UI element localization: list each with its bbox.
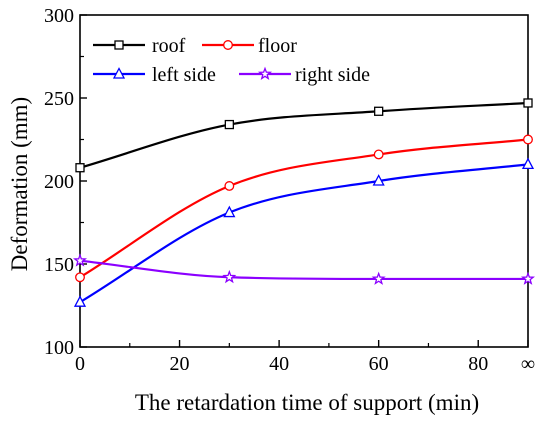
data-point-floor [75, 272, 85, 283]
series-line-roof [79, 101, 529, 169]
x-tick-label: 80 [468, 353, 488, 375]
data-point-floor [373, 149, 384, 160]
data-point-left-side [521, 157, 535, 170]
series-right-side [72, 253, 536, 285]
data-point-roof [224, 119, 234, 130]
series-line-right-side [79, 259, 528, 281]
legend-label: left side [152, 64, 216, 86]
x-tick-label: 40 [269, 353, 289, 375]
legend-item-roof: roof [93, 35, 186, 57]
y-axis-title: Deformation (mm) [7, 97, 32, 271]
axis-ticks: 0 20 40 60 80 ∞ 100 150 200 250 300 [44, 5, 535, 375]
data-point-roof [523, 98, 533, 108]
data-point-right-side [72, 253, 88, 267]
x-tick-label: ∞ [521, 353, 535, 375]
y-tick-label: 300 [44, 5, 74, 27]
data-point-right-side [371, 271, 386, 285]
legend-swatch-marker [112, 67, 126, 79]
data-point-left-side [372, 174, 385, 186]
data-point-floor [523, 134, 533, 145]
legend-swatch-marker [223, 40, 233, 50]
x-tick-label: 60 [369, 353, 389, 375]
legend-item-right-side: right side [239, 64, 370, 86]
x-tick-label: 20 [170, 353, 190, 375]
legend-swatch-marker [114, 40, 124, 50]
series-floor [75, 134, 533, 283]
data-point-roof [374, 106, 384, 116]
legend-label: floor [258, 35, 297, 57]
y-tick-label: 200 [44, 171, 74, 193]
y-tick-label: 100 [44, 337, 74, 359]
y-tick-label: 150 [44, 254, 74, 276]
series-layer [72, 98, 536, 307]
legend-item-floor: floor [202, 35, 297, 57]
legend-label: right side [295, 64, 370, 86]
data-point-roof [75, 163, 85, 173]
legend-label: roof [152, 35, 186, 57]
y-tick-label: 250 [44, 88, 74, 110]
x-tick-label: 0 [75, 353, 85, 375]
series-roof [75, 98, 533, 173]
legend-swatch-marker [257, 66, 273, 80]
legend-item-left-side: left side [93, 64, 216, 86]
data-point-left-side [73, 295, 87, 307]
data-point-right-side [222, 269, 237, 284]
legend: roof floor left side right side [93, 35, 370, 86]
data-point-left-side [223, 205, 236, 218]
series-line-left-side [79, 163, 529, 304]
series-left-side [73, 157, 535, 307]
data-point-floor [224, 181, 235, 191]
data-point-right-side [520, 271, 536, 285]
x-axis-title: The retardation time of support (min) [135, 390, 479, 415]
series-line-floor [79, 138, 529, 279]
